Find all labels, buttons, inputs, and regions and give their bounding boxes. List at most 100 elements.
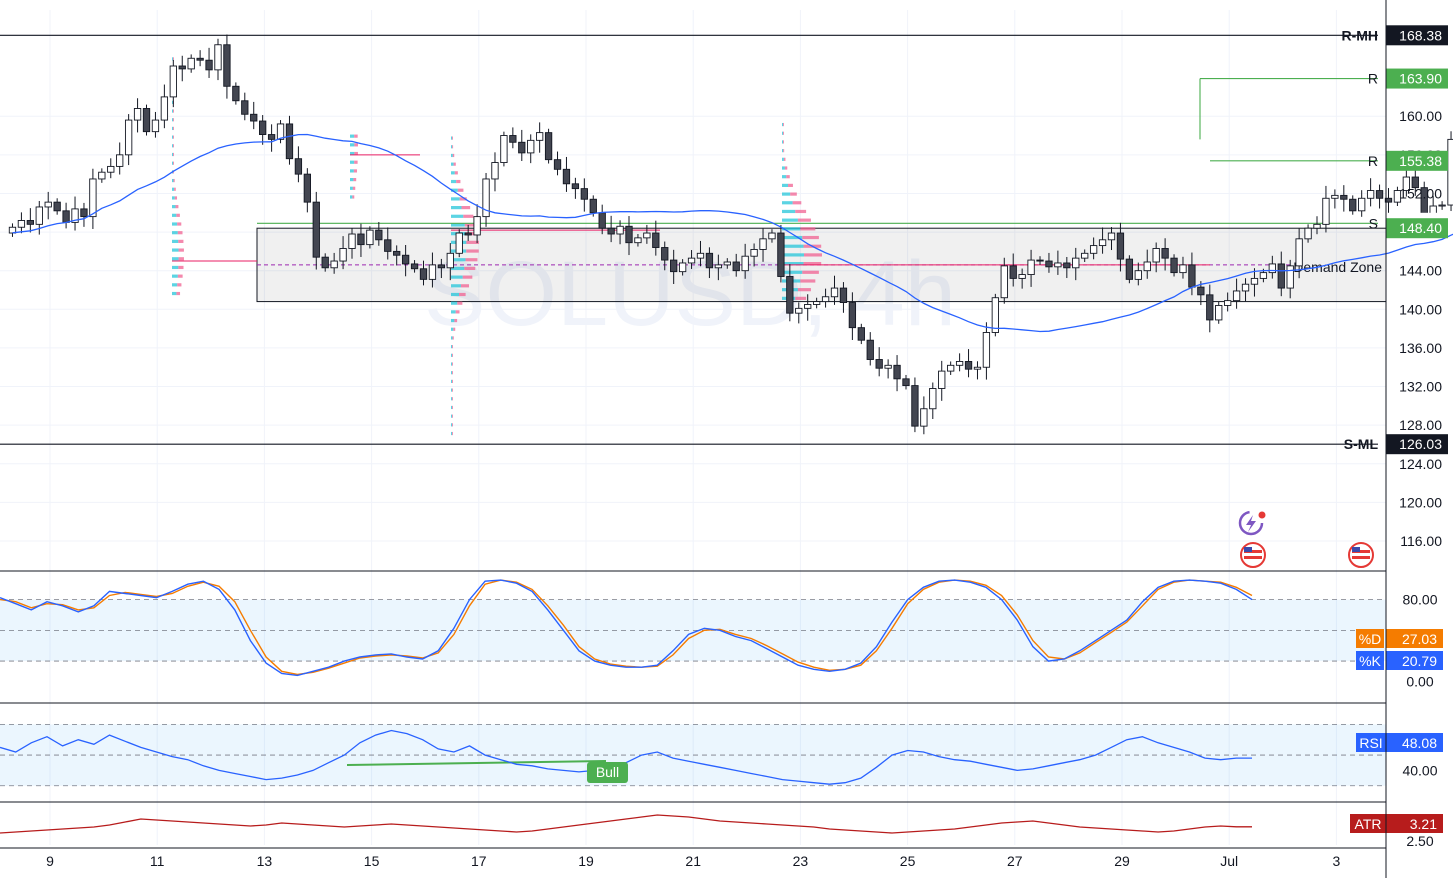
- level-label: S: [1369, 215, 1378, 231]
- volume-profile-bar: [460, 284, 470, 288]
- candle-body: [62, 210, 70, 223]
- volume-profile-bar: [172, 135, 174, 139]
- volume-profile-bar: [173, 126, 174, 131]
- atr-tag-value: 3.21: [1410, 816, 1437, 832]
- volume-profile-bar: [465, 232, 479, 236]
- candle-body: [482, 178, 490, 218]
- stochastic-k-tag: %K 20.79: [1356, 651, 1443, 670]
- candle-body: [312, 201, 320, 258]
- candle-body: [723, 261, 731, 266]
- atr-tag-name: ATR: [1355, 816, 1382, 832]
- volume-profile-bar: [782, 157, 784, 161]
- volume-profile-bar: [451, 284, 461, 288]
- price-tick-label: 160.00: [1399, 108, 1442, 124]
- candle-body: [509, 135, 517, 143]
- volume-profile-bar: [350, 151, 355, 156]
- volume-profile-bar: [451, 318, 455, 323]
- volume-profile-bar: [172, 274, 178, 278]
- volume-profile-bar: [178, 239, 184, 243]
- candle-body: [1036, 259, 1044, 262]
- us-flag-icon[interactable]: [1348, 542, 1374, 568]
- volume-profile-bar: [350, 160, 355, 164]
- volume-profile-bar: [802, 270, 819, 274]
- volume-profile-bar: [462, 275, 473, 279]
- volume-profile-bar: [451, 405, 453, 410]
- candle-body: [410, 263, 419, 270]
- volume-profile-bar: [782, 201, 793, 205]
- volume-profile-bar: [172, 152, 174, 157]
- candle-body: [1295, 238, 1303, 267]
- rsi-axis: 40.00: [1402, 762, 1437, 778]
- candle-body: [401, 254, 410, 265]
- candle-body: [991, 297, 999, 333]
- candle-body: [1313, 223, 1321, 229]
- volume-profile-bar: [172, 144, 174, 148]
- volume-profile-bar: [172, 57, 174, 61]
- us-flag-icon[interactable]: [1240, 542, 1266, 568]
- volume-profile-bar: [451, 371, 453, 375]
- volume-profile-bar: [782, 227, 801, 231]
- volume-profile-bar: [178, 265, 184, 270]
- candle-body: [786, 276, 794, 314]
- volume-profile-bar: [452, 362, 453, 366]
- volume-profile-bar: [464, 266, 476, 271]
- candle-body: [44, 201, 52, 208]
- atr-pane[interactable]: 2.50 ATR 3.21: [0, 814, 1443, 849]
- time-tick-label: 27: [1007, 853, 1023, 869]
- volume-profile-bar: [452, 423, 453, 427]
- candle-body: [527, 139, 535, 154]
- candle-body: [589, 198, 597, 214]
- volume-profile-bar: [783, 131, 784, 135]
- rsi-tag-name: RSI: [1359, 735, 1382, 751]
- candle-body: [375, 229, 383, 241]
- volume-profile-bar: [172, 196, 175, 200]
- candle-body: [366, 229, 374, 246]
- time-tick-label: Jul: [1220, 853, 1238, 869]
- volume-profile-bar: [350, 169, 354, 173]
- rsi-pane[interactable]: Bull 40.00 RSI 48.08: [0, 724, 1443, 787]
- candle-body: [196, 57, 204, 61]
- volume-profile-bar: [452, 145, 454, 149]
- volume-profile-bar: [172, 283, 178, 287]
- volume-profile-bar: [454, 171, 458, 175]
- candle-body: [26, 220, 35, 225]
- candle-body: [419, 268, 428, 280]
- lightning-icon[interactable]: [1238, 510, 1266, 536]
- candle-body: [455, 232, 463, 254]
- price-grid: [0, 10, 1386, 845]
- volume-profile-bar: [173, 161, 174, 165]
- time-axis[interactable]: 9 11 13 15 17 19 21 23 25 27 29 Jul 3: [46, 853, 1340, 869]
- candle-body: [285, 123, 294, 160]
- volume-profile-bar: [173, 135, 174, 139]
- volume-profile-bar: [454, 318, 458, 323]
- candle-body: [276, 123, 285, 140]
- volume-profile-bar: [782, 122, 784, 127]
- atr-tick-label: 2.50: [1406, 833, 1433, 849]
- volume-profile-bar: [782, 149, 784, 153]
- volume-profile-bar: [452, 431, 453, 436]
- volume-profile-bar: [451, 258, 466, 262]
- candle-body: [705, 252, 714, 269]
- candle-body: [205, 59, 213, 71]
- candle-body: [1331, 194, 1339, 199]
- volume-profile-bar: [451, 327, 454, 331]
- volume-profile-bar: [177, 274, 183, 278]
- candle-body: [616, 225, 624, 235]
- candle-body: [884, 364, 892, 369]
- volume-profile-bar: [451, 162, 454, 166]
- volume-profile-bar: [452, 414, 453, 418]
- candle-body: [1134, 270, 1142, 280]
- volume-profile-bar: [451, 223, 465, 227]
- price-tick-label: 128.00: [1399, 417, 1442, 433]
- volume-profile-bar: [797, 218, 811, 222]
- volume-profile-bar: [452, 353, 453, 357]
- rsi-tag-value: 48.08: [1402, 735, 1437, 751]
- volume-profile-bar: [451, 153, 453, 158]
- candle-body: [1152, 248, 1160, 263]
- candle-body: [1027, 259, 1035, 276]
- volume-profile-bar: [452, 388, 453, 392]
- atr-tag: ATR 3.21: [1350, 814, 1443, 833]
- stochastic-pane[interactable]: 80.00 0.00 %D 27.03 %K 20.79: [0, 579, 1443, 690]
- time-tick-label: 17: [471, 853, 487, 869]
